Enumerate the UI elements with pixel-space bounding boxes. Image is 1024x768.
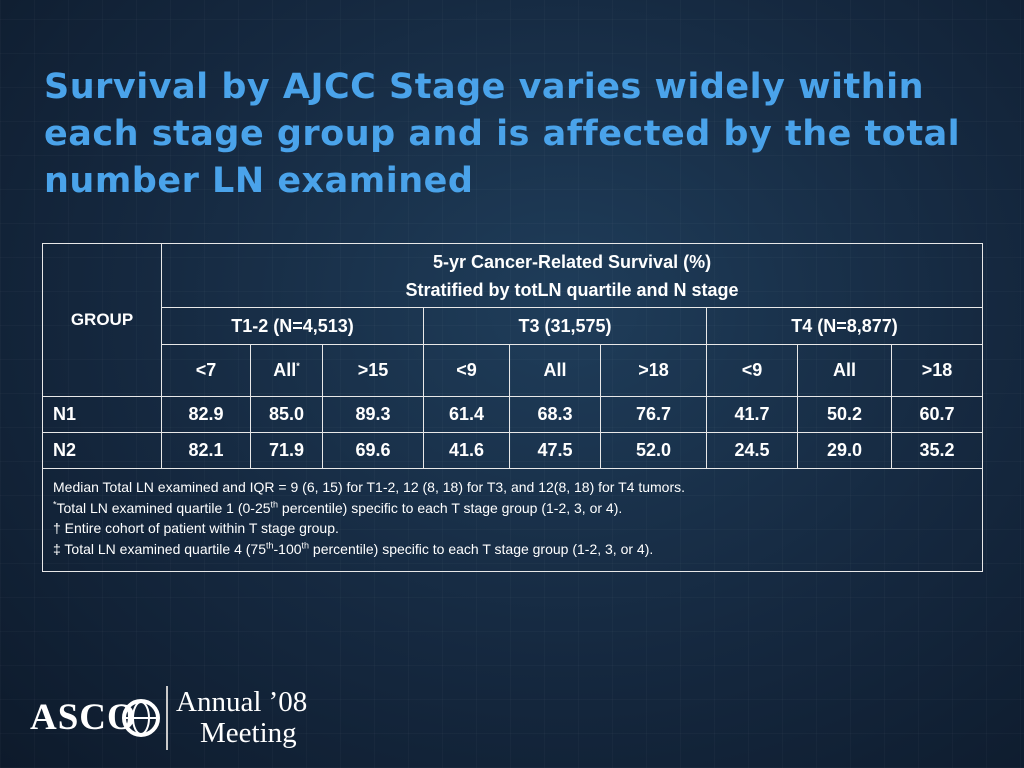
footnote-text: percentile) specific to each T stage gro… xyxy=(309,540,654,557)
table-cell: 85.0 xyxy=(250,396,323,433)
footnote-entire-cohort: † Entire cohort of patient within T stag… xyxy=(53,520,339,536)
table-main-header: 5-yr Cancer-Related Survival (%) Stratif… xyxy=(160,243,984,308)
table-cell: 82.1 xyxy=(161,432,251,469)
footnote-marker: * xyxy=(296,361,300,371)
footnote-text: ‡ Total LN examined quartile 4 (75 xyxy=(53,540,266,557)
table-cell: 50.2 xyxy=(797,396,892,433)
table-cell: 41.6 xyxy=(423,432,510,469)
table-cell: 71.9 xyxy=(250,432,323,469)
table-row: N1 82.9 85.0 89.3 61.4 68.3 76.7 41.7 50… xyxy=(42,396,984,433)
table-cell: 60.7 xyxy=(890,396,984,433)
quartile-header: All xyxy=(797,344,892,397)
table-cell: 69.6 xyxy=(322,432,424,469)
table-cell: 41.7 xyxy=(706,396,798,433)
row-label: N2 xyxy=(42,432,162,469)
quartile-header: <9 xyxy=(706,344,798,397)
table-cell: 76.7 xyxy=(600,396,707,433)
quartile-header: All xyxy=(509,344,601,397)
footnote-marker: * xyxy=(53,498,57,509)
logo-divider xyxy=(166,686,168,750)
footnote-median: Median Total LN examined and IQR = 9 (6,… xyxy=(53,479,686,495)
footnote-text: percentile) specific to each T stage gro… xyxy=(278,499,623,516)
table-cell: 61.4 xyxy=(423,396,510,433)
group-header: GROUP xyxy=(42,243,162,397)
survival-table: GROUP 5-yr Cancer-Related Survival (%) S… xyxy=(41,243,984,572)
header-row-quartile: <7 All* >15 <9 All >18 <9 All >18 xyxy=(43,344,984,397)
meeting-line1: Annual ’08 xyxy=(176,686,308,718)
ordinal-suffix: th xyxy=(301,539,310,550)
ordinal-suffix: th xyxy=(265,539,274,550)
table-cell: 68.3 xyxy=(509,396,601,433)
t-group-header: T4 (N=8,877) xyxy=(705,307,984,345)
footnote-text: -100 xyxy=(273,540,302,557)
quartile-header: >18 xyxy=(600,344,707,397)
quartile-header: <7 xyxy=(161,344,251,397)
quartile-header: >15 xyxy=(322,344,424,397)
quartile-header-label: All xyxy=(273,360,297,380)
row-label: N1 xyxy=(42,396,162,433)
meeting-line2: Meeting xyxy=(200,717,297,749)
header-line1: 5-yr Cancer-Related Survival (%) xyxy=(432,251,712,272)
ordinal-suffix: th xyxy=(270,498,279,509)
table-cell: 89.3 xyxy=(322,396,424,433)
asco-wordmark: ASCO xyxy=(30,697,137,738)
quartile-header: >18 xyxy=(890,344,984,397)
table-cell: 52.0 xyxy=(600,432,707,469)
table-footnotes: Median Total LN examined and IQR = 9 (6,… xyxy=(41,468,984,572)
table-row: N2 82.1 71.9 69.6 41.6 47.5 52.0 24.5 29… xyxy=(42,432,984,469)
table-cell: 24.5 xyxy=(706,432,798,469)
quartile-header: All* xyxy=(250,344,323,397)
header-row-t-stage: T1-2 (N=4,513) T3 (31,575) T4 (N=8,877) xyxy=(43,307,984,345)
slide-title: Survival by AJCC Stage varies widely wit… xyxy=(44,67,961,201)
table-cell: 35.2 xyxy=(890,432,984,469)
t-group-header: T1-2 (N=4,513) xyxy=(161,307,424,345)
header-line2: Stratified by totLN quartile and N stage xyxy=(405,279,739,300)
header-row-main: GROUP 5-yr Cancer-Related Survival (%) S… xyxy=(42,243,984,397)
globe-icon xyxy=(122,699,160,737)
footnote-quartile4: ‡ Total LN examined quartile 4 (75th-100… xyxy=(53,539,982,560)
footnote-text: Total LN examined quartile 1 (0-25 xyxy=(56,499,271,516)
footnote-quartile1: *Total LN examined quartile 1 (0-25th pe… xyxy=(53,498,982,519)
table-cell: 47.5 xyxy=(509,432,601,469)
quartile-header: <9 xyxy=(423,344,510,397)
table-cell: 29.0 xyxy=(797,432,892,469)
table-cell: 82.9 xyxy=(161,396,251,433)
t-group-header: T3 (31,575) xyxy=(423,307,707,345)
notes-row: Median Total LN examined and IQR = 9 (6,… xyxy=(41,468,984,572)
